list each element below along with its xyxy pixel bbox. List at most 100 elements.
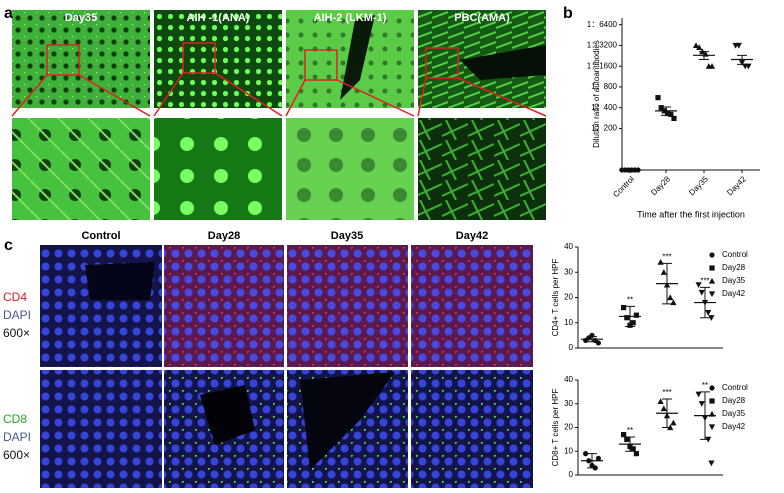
legend-label: Day42 bbox=[722, 422, 746, 431]
column-header: Day35 bbox=[331, 230, 363, 242]
error-bar bbox=[661, 106, 671, 116]
error-bar bbox=[700, 286, 710, 319]
legend-marker bbox=[709, 252, 715, 258]
data-point bbox=[660, 269, 667, 275]
y-axis-label: Dilution ratio of autoantibodies bbox=[592, 40, 601, 148]
data-point bbox=[657, 398, 664, 404]
error-bar bbox=[587, 336, 597, 343]
legend-label: Control bbox=[722, 383, 748, 392]
error-bar bbox=[625, 305, 635, 328]
stain-label: DAPI bbox=[3, 430, 31, 444]
panel-c-images bbox=[40, 245, 533, 488]
panel-a-images bbox=[11, 10, 547, 220]
data-point bbox=[708, 63, 716, 69]
y-tick-label: 1：400 bbox=[591, 103, 617, 112]
y-tick-label: 1：6400 bbox=[587, 20, 618, 29]
legend-marker bbox=[709, 385, 715, 391]
data-point bbox=[698, 289, 705, 296]
data-point bbox=[671, 115, 677, 122]
legend-marker bbox=[708, 291, 716, 298]
vessel bbox=[200, 385, 255, 445]
error-bar bbox=[699, 51, 709, 61]
image-label: PBC(AMA) bbox=[454, 12, 510, 24]
micrograph-zoom bbox=[418, 118, 546, 220]
micrograph bbox=[287, 245, 408, 367]
data-point bbox=[621, 432, 627, 438]
legend-label: Day28 bbox=[722, 263, 746, 272]
significance: *** bbox=[662, 388, 671, 397]
x-tick-label: Day42 bbox=[725, 174, 748, 197]
micrograph-zoom bbox=[12, 118, 150, 220]
magnification: 600× bbox=[3, 448, 30, 462]
micrograph bbox=[411, 245, 533, 367]
legend-label: Control bbox=[722, 250, 748, 259]
y-tick-label: 30 bbox=[564, 399, 573, 408]
data-point bbox=[670, 419, 677, 426]
error-bar bbox=[587, 453, 597, 469]
data-point bbox=[708, 460, 715, 467]
vessel bbox=[340, 15, 375, 100]
stain-label: CD8 bbox=[3, 412, 27, 426]
data-point bbox=[708, 315, 715, 321]
error-bar bbox=[737, 54, 747, 65]
vessel bbox=[460, 45, 546, 80]
data-point bbox=[692, 42, 700, 49]
y-tick-label: 20 bbox=[564, 423, 573, 432]
vessel bbox=[300, 372, 395, 470]
y-tick-label: 0 bbox=[569, 343, 574, 352]
vessel bbox=[85, 262, 155, 300]
y-tick-label: 20 bbox=[564, 293, 573, 302]
data-point bbox=[595, 455, 602, 461]
data-point bbox=[624, 436, 630, 442]
micrograph-zoom bbox=[286, 118, 414, 220]
significance: *** bbox=[662, 253, 671, 262]
column-header: Control bbox=[81, 230, 120, 242]
legend-label: Day28 bbox=[722, 396, 746, 405]
legend-label: Day35 bbox=[722, 276, 746, 285]
data-point bbox=[695, 391, 702, 398]
error-bar bbox=[662, 262, 672, 305]
error-bar bbox=[700, 391, 710, 440]
x-tick-label: Day28 bbox=[649, 174, 672, 197]
legend-marker bbox=[708, 277, 716, 284]
micrograph bbox=[411, 370, 533, 488]
legend-label: Day35 bbox=[722, 409, 746, 418]
column-header: Day42 bbox=[456, 230, 488, 242]
image-label: Day35 bbox=[65, 12, 97, 24]
micrograph-zoom bbox=[154, 118, 282, 220]
y-tick-label: 10 bbox=[564, 446, 573, 455]
data-point bbox=[624, 315, 630, 321]
data-point bbox=[696, 44, 703, 50]
error-bar bbox=[662, 398, 672, 428]
panel-label: c bbox=[4, 237, 13, 254]
x-tick-label: Control bbox=[611, 174, 636, 199]
y-tick-label: 10 bbox=[564, 318, 573, 327]
micrograph bbox=[12, 10, 150, 108]
data-point bbox=[583, 451, 589, 457]
data-point bbox=[698, 401, 705, 407]
data-point bbox=[658, 105, 664, 111]
magnification: 600× bbox=[3, 326, 30, 340]
data-point bbox=[668, 111, 674, 118]
panel-label: b bbox=[563, 5, 573, 22]
significance: ** bbox=[627, 295, 633, 304]
y-axis-label: CD4+ T cells per HPF bbox=[551, 259, 560, 337]
stain-label: DAPI bbox=[3, 308, 31, 322]
y-tick-label: 40 bbox=[564, 242, 573, 251]
legend-label: Day42 bbox=[722, 289, 746, 298]
error-bar bbox=[625, 436, 635, 452]
data-point bbox=[633, 451, 639, 457]
zoom-boxes bbox=[11, 42, 547, 117]
y-tick-label: 30 bbox=[564, 267, 573, 276]
data-point bbox=[735, 42, 742, 49]
data-point bbox=[655, 95, 661, 101]
column-header: Day28 bbox=[208, 230, 240, 242]
data-point bbox=[667, 294, 674, 301]
micrograph bbox=[164, 245, 284, 367]
data-point bbox=[621, 305, 627, 311]
data-point bbox=[630, 320, 636, 326]
data-point bbox=[630, 446, 636, 452]
image-label: AIH-2 (LKM-1) bbox=[314, 12, 387, 24]
legend-marker bbox=[709, 265, 715, 271]
y-axis-label: CD8+ T cells per HPF bbox=[551, 389, 560, 467]
